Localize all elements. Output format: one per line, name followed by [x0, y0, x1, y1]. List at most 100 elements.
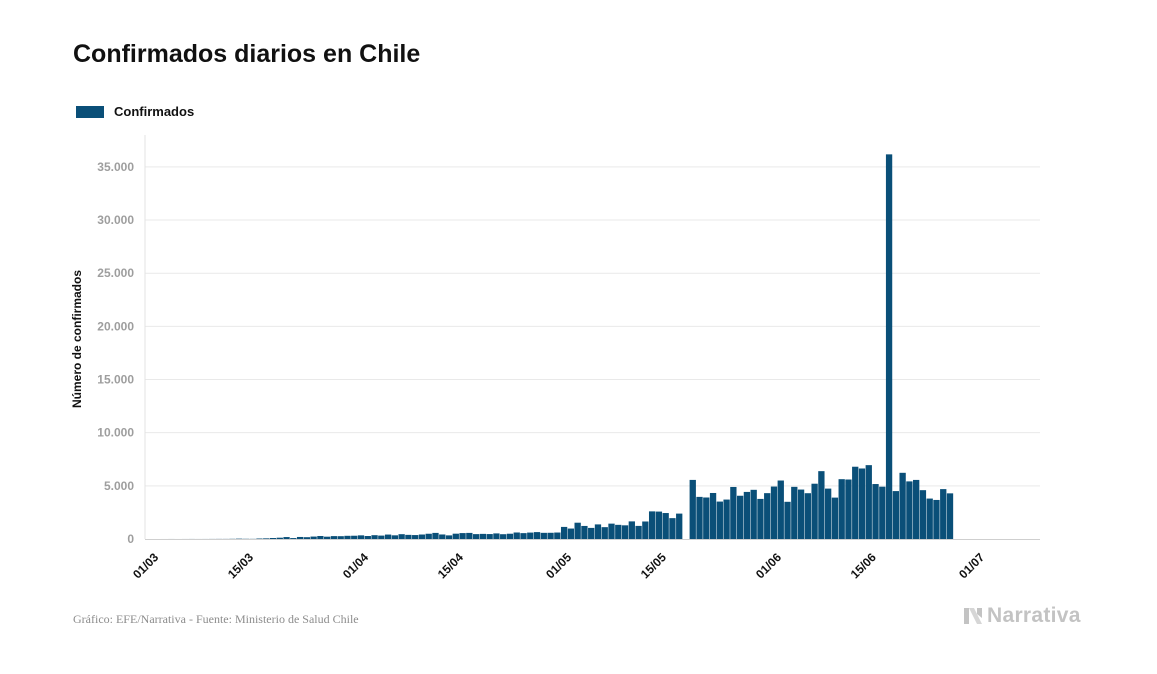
- bar: [364, 536, 371, 539]
- narrativa-logo-text: Narrativa: [987, 604, 1081, 627]
- bar: [412, 535, 419, 539]
- bar: [398, 534, 405, 539]
- bar: [486, 534, 493, 539]
- x-tick-label: 15/05: [638, 550, 669, 581]
- bar: [418, 534, 426, 539]
- bar: [831, 497, 839, 539]
- narrativa-logo: Narrativa: [963, 604, 1081, 628]
- bar: [263, 538, 270, 539]
- bar: [547, 532, 554, 539]
- y-axis-title: Número de confirmados: [70, 270, 84, 408]
- x-tick-label: 01/03: [130, 550, 161, 581]
- bar: [926, 498, 933, 539]
- bar: [696, 496, 703, 539]
- bar: [662, 513, 669, 539]
- bar: [283, 537, 290, 539]
- bar: [317, 536, 324, 539]
- x-tick-label: 15/06: [848, 550, 879, 581]
- bar: [628, 521, 635, 539]
- bar: [601, 527, 608, 539]
- bar: [527, 532, 534, 539]
- footer-source: Gráfico: EFE/Narrativa - Fuente: Ministe…: [73, 612, 359, 626]
- bar: [276, 537, 283, 539]
- x-tick-label: 01/05: [543, 550, 574, 581]
- bar: [906, 481, 913, 539]
- bar: [764, 493, 771, 539]
- x-tick-label: 01/06: [753, 550, 784, 581]
- bar: [357, 535, 365, 539]
- bar: [391, 535, 399, 539]
- bar: [608, 523, 615, 539]
- y-tick-label: 20.000: [97, 319, 134, 333]
- bar: [797, 489, 805, 539]
- bar: [743, 491, 751, 539]
- bar: [296, 536, 304, 539]
- bar: [567, 528, 575, 539]
- y-tick-label: 0: [127, 532, 134, 546]
- bar: [560, 526, 568, 539]
- bar: [432, 532, 439, 539]
- bar: [933, 499, 940, 539]
- bar: [310, 536, 317, 539]
- y-tick-label: 25.000: [97, 266, 134, 280]
- bar: [439, 534, 446, 539]
- bar: [425, 533, 432, 539]
- bar: [479, 533, 487, 539]
- y-tick-label: 15.000: [97, 373, 134, 387]
- bar: [811, 483, 818, 539]
- bar: [784, 501, 791, 539]
- bar: [852, 466, 859, 539]
- bar: [337, 536, 344, 539]
- x-tick-label: 01/07: [956, 550, 987, 581]
- bar: [635, 525, 642, 539]
- bar: [825, 488, 832, 539]
- bar: [919, 490, 927, 539]
- legend-label: Confirmados: [114, 104, 195, 119]
- bar: [858, 468, 866, 539]
- bar: [581, 525, 588, 539]
- bar: [669, 518, 676, 539]
- bar: [676, 513, 683, 539]
- bar: [621, 525, 629, 539]
- bar: [757, 498, 764, 539]
- narrativa-logo-icon: [964, 608, 982, 624]
- bar: [594, 524, 602, 539]
- bar: [520, 533, 527, 539]
- bar: [472, 534, 480, 539]
- bar: [405, 534, 412, 539]
- bar: [269, 538, 277, 539]
- bar: [940, 489, 947, 539]
- bar: [845, 479, 852, 539]
- bar: [459, 533, 466, 539]
- bar: [716, 501, 723, 539]
- bar: [946, 493, 954, 539]
- bar: [723, 499, 730, 539]
- bar: [554, 532, 561, 539]
- bar: [513, 532, 520, 539]
- chart-legend: Confirmados: [76, 104, 194, 119]
- bar: [445, 535, 453, 539]
- bar: [872, 484, 879, 539]
- bar: [791, 486, 798, 539]
- bar: [574, 522, 581, 539]
- bar: [689, 479, 696, 539]
- bar: [500, 534, 507, 539]
- bar: [344, 535, 351, 539]
- y-tick-label: 5.000: [104, 479, 134, 493]
- bar: [533, 532, 541, 539]
- bar: [838, 479, 845, 539]
- bar: [885, 154, 893, 539]
- bar: [709, 492, 717, 539]
- bar: [324, 536, 331, 539]
- bar: [892, 491, 899, 539]
- bar: [750, 489, 757, 539]
- bar: [899, 472, 906, 539]
- bar: [303, 537, 311, 539]
- bar: [330, 536, 338, 539]
- x-tick-label: 15/04: [435, 550, 466, 581]
- legend-swatch: [76, 105, 104, 118]
- bar: [770, 486, 778, 539]
- bar: [648, 511, 656, 539]
- bar: [777, 480, 784, 539]
